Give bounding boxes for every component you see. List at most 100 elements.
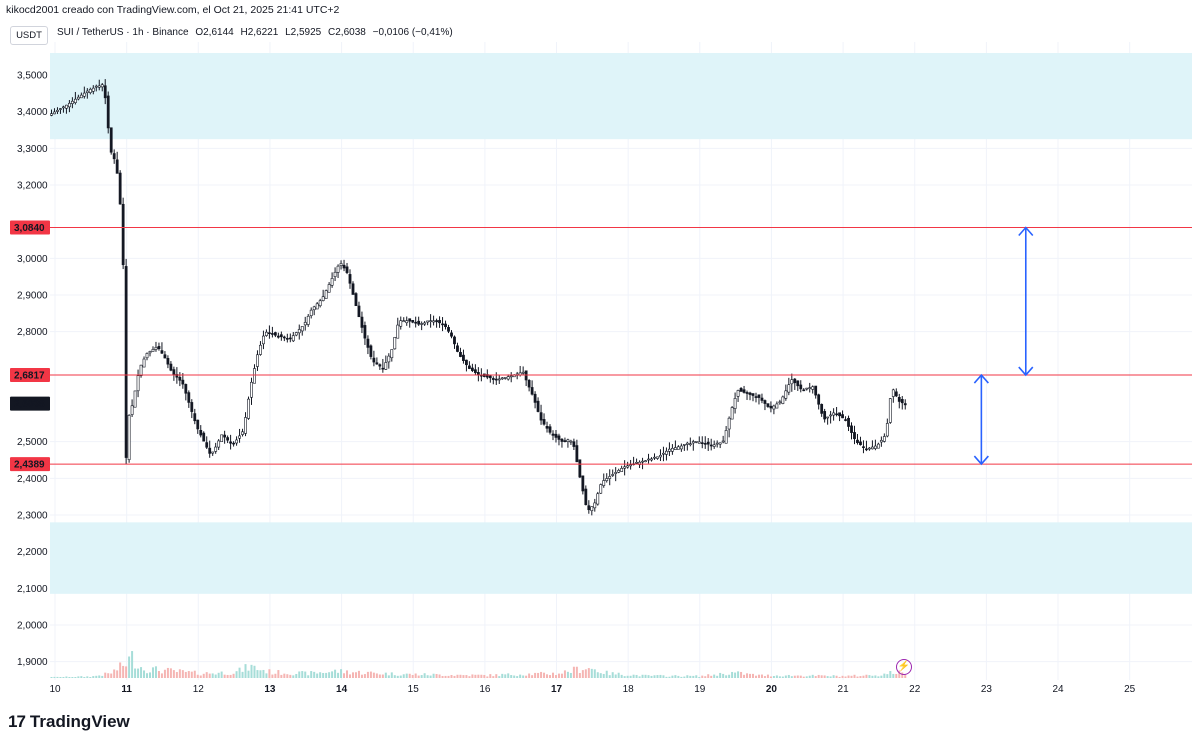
volume-bar [322, 672, 325, 678]
volume-bar [271, 674, 274, 678]
candle-body [566, 439, 570, 442]
y-tick-label: 2,1000 [17, 584, 48, 595]
candle-body [602, 480, 606, 486]
candle-body [885, 423, 889, 437]
candle-body [68, 102, 71, 108]
candle-body [62, 106, 65, 109]
candle-body [593, 502, 597, 509]
candle-body [348, 274, 352, 284]
candle-body [733, 398, 737, 409]
y-tick-label: 2,0000 [17, 621, 48, 632]
candle-body [853, 432, 856, 440]
candle-body [832, 412, 836, 416]
candle-body [196, 419, 200, 430]
candle-body [790, 379, 794, 385]
volume-bar [647, 675, 650, 678]
volume-bar [98, 675, 101, 678]
candle-body [333, 271, 337, 277]
candle-body [560, 438, 564, 442]
candle-body [808, 387, 812, 389]
candle-body [754, 396, 758, 398]
candle-body [342, 264, 346, 269]
volume-bar [728, 674, 731, 678]
candle-body [184, 384, 188, 394]
candle-body [903, 403, 907, 406]
y-tick-label: 2,8000 [17, 327, 48, 338]
volume-bar [554, 675, 557, 678]
volume-bar [796, 675, 799, 678]
candle-body [727, 417, 731, 430]
candle-body [139, 364, 143, 376]
volume-bar [217, 672, 220, 678]
candle-body [94, 85, 98, 88]
candle-body [766, 403, 770, 407]
candle-body [835, 413, 838, 416]
volume-bar [886, 674, 889, 678]
volume-bar [531, 675, 534, 678]
candle-body [772, 405, 776, 410]
volume-bar [378, 674, 381, 678]
candle-body [569, 440, 573, 443]
candle-body [563, 440, 567, 442]
candle-body [208, 447, 212, 454]
volume-bar [154, 666, 157, 678]
volume-bar [289, 674, 292, 678]
candle-body [118, 172, 122, 205]
volume-bar [560, 673, 563, 678]
candle-body [288, 337, 292, 340]
volume-bar [486, 676, 489, 678]
candle-body [712, 444, 716, 447]
candle-body [876, 443, 880, 449]
volume-bar [351, 672, 354, 678]
volume-bar [468, 676, 471, 678]
candle-body [202, 432, 206, 442]
currency-button[interactable]: USDT [10, 26, 48, 45]
candle-body [315, 303, 319, 310]
candle-body [73, 98, 77, 103]
candle-body [760, 397, 764, 401]
candle-body [103, 85, 107, 99]
volume-bar [74, 677, 77, 678]
candle-body [157, 346, 161, 350]
volume-bar [77, 676, 80, 678]
measure-arrow-head [1018, 366, 1034, 377]
candle-body [641, 460, 644, 463]
lightning-icon[interactable]: ⚡ [896, 659, 912, 675]
volume-bar [662, 675, 665, 678]
candle-body [232, 442, 235, 445]
volume-bar [480, 674, 483, 678]
volume-bar [137, 668, 140, 678]
volume-bar [713, 674, 716, 678]
volume-bar [441, 675, 444, 678]
candle-body [620, 468, 624, 472]
candle-body [700, 442, 704, 444]
volume-bar [214, 674, 217, 678]
volume-bar [181, 670, 184, 678]
volume-bar [584, 669, 587, 678]
x-tick-label: 25 [1124, 684, 1136, 695]
candle-body [718, 442, 722, 445]
volume-bar [250, 664, 253, 678]
x-tick-label: 17 [551, 684, 563, 695]
candle-body [420, 323, 424, 325]
volume-bar [668, 676, 671, 678]
volume-bar [629, 675, 632, 678]
candle-body [142, 358, 146, 368]
candle-body [396, 324, 400, 339]
candle-body [226, 437, 230, 441]
x-tick-label: 14 [336, 684, 348, 695]
candle-body [644, 460, 647, 463]
candle-body [456, 345, 459, 352]
level-label-bg [10, 220, 50, 235]
candle-body [381, 367, 385, 370]
chart-attribution: kikocd2001 creado con TradingView.com, e… [6, 4, 340, 16]
volume-bar [725, 675, 728, 678]
volume-bar [465, 675, 468, 678]
volume-bar [146, 673, 149, 678]
x-tick-label: 20 [766, 684, 778, 695]
candle-body [429, 320, 433, 322]
volume-bar [551, 672, 554, 678]
candle-body [244, 417, 247, 434]
volume-bar [89, 677, 92, 678]
